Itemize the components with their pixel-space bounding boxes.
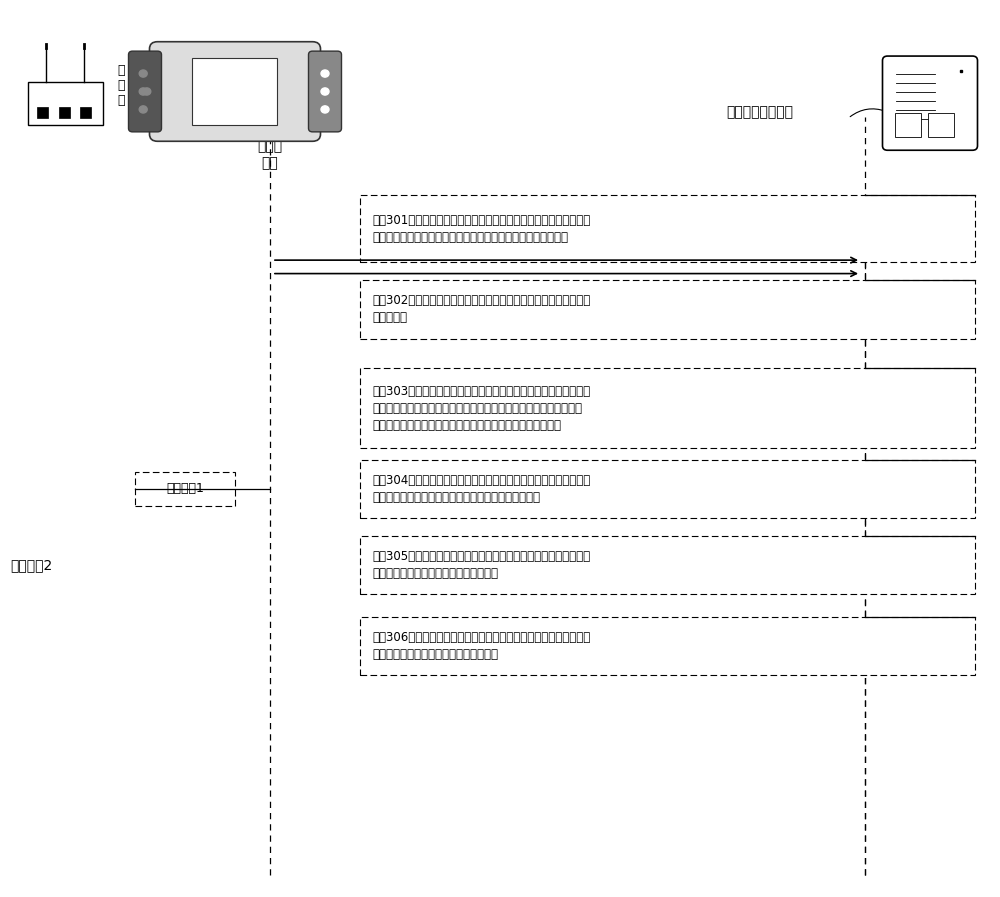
Circle shape — [139, 70, 147, 77]
Text: 网关设备测试装置: 网关设备测试装置 — [726, 105, 794, 119]
FancyBboxPatch shape — [149, 42, 320, 142]
Bar — [360, 368, 975, 448]
Text: 步骤302：网关设备测试装置响应于网关设备测试指令，触发网关设
备测试组件: 步骤302：网关设备测试装置响应于网关设备测试指令，触发网关设 备测试组件 — [372, 294, 590, 325]
Text: 测试结果2: 测试结果2 — [10, 558, 52, 572]
Bar — [360, 280, 975, 338]
Circle shape — [139, 106, 147, 113]
Bar — [895, 114, 921, 137]
Bar — [37, 107, 48, 118]
Bar — [360, 196, 975, 263]
Text: 待测试
网关: 待测试 网关 — [257, 139, 283, 170]
Text: 测试结果1: 测试结果1 — [166, 483, 204, 495]
FancyBboxPatch shape — [883, 57, 978, 151]
Bar — [58, 107, 70, 118]
Circle shape — [143, 88, 151, 95]
Text: 步骤304：网关设备测试装置通过所述待测试网关设备，对所述目标
应用程序的运行终端所接收的待加速流量进行加速处理: 步骤304：网关设备测试装置通过所述待测试网关设备，对所述目标 应用程序的运行终… — [372, 474, 590, 504]
Circle shape — [139, 88, 147, 95]
Circle shape — [321, 70, 329, 77]
Text: 路
由
器: 路 由 器 — [117, 64, 124, 107]
Bar — [928, 114, 954, 137]
Text: 自动化地测试: 自动化地测试 — [542, 230, 593, 244]
FancyBboxPatch shape — [308, 51, 342, 132]
Bar — [360, 460, 975, 518]
Bar — [135, 472, 235, 506]
Circle shape — [321, 88, 329, 95]
Bar — [28, 82, 103, 125]
FancyBboxPatch shape — [128, 51, 161, 132]
Bar — [192, 57, 277, 125]
Text: 步骤306：网关设备测试装置根据所述待测试网关设备的网络延迟参
数，确定所述待测试网关设备的测试结果: 步骤306：网关设备测试装置根据所述待测试网关设备的网络延迟参 数，确定所述待测… — [372, 631, 590, 661]
Text: 步骤303：网关设备测试装置通过所述网关设备测试组件，根据所述
待测试网关设备的配置信息，将所述待测试网关设备与目标应用程序
的运行终端相连接，并且生成所述待测: 步骤303：网关设备测试装置通过所述网关设备测试组件，根据所述 待测试网关设备的… — [372, 385, 590, 431]
Bar — [80, 107, 91, 118]
Text: 步骤301：网关设备测试装置获取待测试网关设备的信息，并且根据
所述待测试网关设备的信息得到所述待测试网关设备的配置信息: 步骤301：网关设备测试装置获取待测试网关设备的信息，并且根据 所述待测试网关设… — [372, 213, 590, 244]
Circle shape — [321, 106, 329, 113]
Bar — [360, 536, 975, 594]
Bar — [360, 617, 975, 675]
Text: 步骤305：网关设备测试装置当完成所述待加速流量的加速处理时，
获取所述待测试网关设备的网络延迟参数: 步骤305：网关设备测试装置当完成所述待加速流量的加速处理时， 获取所述待测试网… — [372, 550, 590, 580]
